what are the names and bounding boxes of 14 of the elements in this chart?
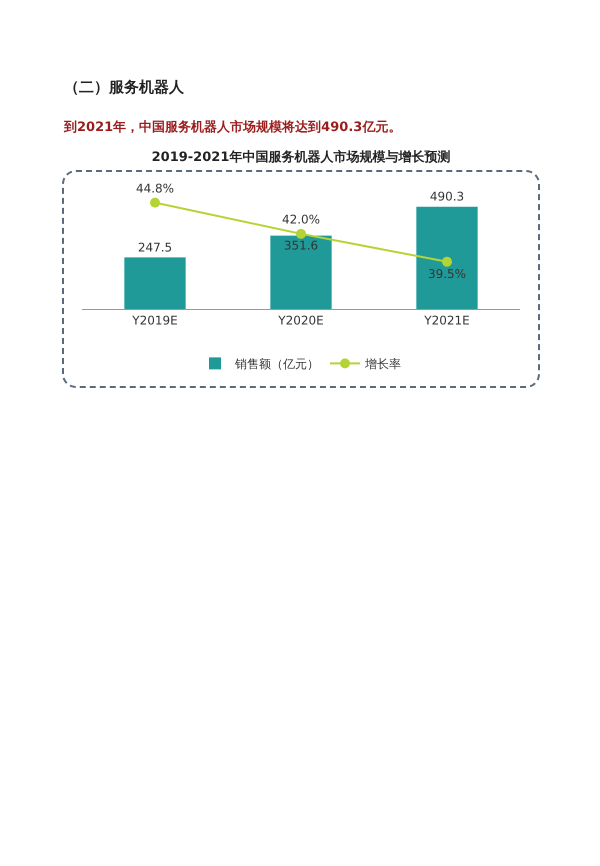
x-tick-label: Y2020E xyxy=(277,313,324,328)
legend-label: 增长率 xyxy=(364,357,401,372)
text: 到2021年，中国服务机器人市场规模将达到490.3亿元。 xyxy=(64,118,402,136)
legend-label: 销售额（亿元） xyxy=(234,357,319,372)
data-label: 42.0% xyxy=(282,212,320,227)
data-label: 351.6 xyxy=(284,238,318,253)
text: （二）服务机器人 xyxy=(64,78,184,97)
data-label: 247.5 xyxy=(138,240,172,254)
data-label: 39.5% xyxy=(428,266,466,281)
chart-title: 2019-2021年中国服务机器人市场规模与增长预测 xyxy=(152,149,450,166)
x-tick-label: Y2021E xyxy=(423,313,470,328)
data-label: 44.8% xyxy=(136,181,174,196)
data-label: 490.3 xyxy=(430,190,464,204)
x-tick-label: Y2019E xyxy=(131,313,178,328)
